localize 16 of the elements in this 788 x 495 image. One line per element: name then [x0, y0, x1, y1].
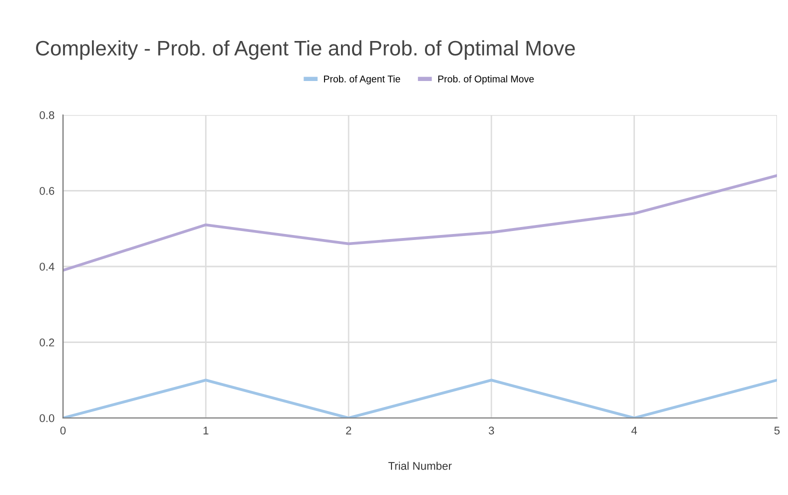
x-tick-label: 2: [346, 426, 352, 434]
x-tick-label: 3: [488, 426, 494, 434]
y-tick-label: 0.6: [40, 187, 54, 195]
y-tick-label: 0.8: [40, 111, 54, 120]
x-tick-label: 0: [60, 426, 66, 434]
chart-title: Complexity - Prob. of Agent Tie and Prob. of Optimal Move: [36, 40, 575, 60]
legend-label: Prob. of Optimal Move: [438, 75, 534, 84]
x-tick-label: 5: [774, 426, 780, 434]
y-tick-label: 0.0: [40, 414, 54, 422]
legend-label: Prob. of Agent Tie: [324, 75, 400, 84]
x-tick-label: 4: [631, 426, 637, 434]
line-series: [63, 174, 777, 272]
y-tick-label: 0.4: [40, 262, 54, 271]
x-axis-title: Trial Number: [388, 462, 452, 470]
x-tick-label: 1: [204, 426, 208, 434]
y-tick-label: 0.2: [40, 338, 54, 346]
